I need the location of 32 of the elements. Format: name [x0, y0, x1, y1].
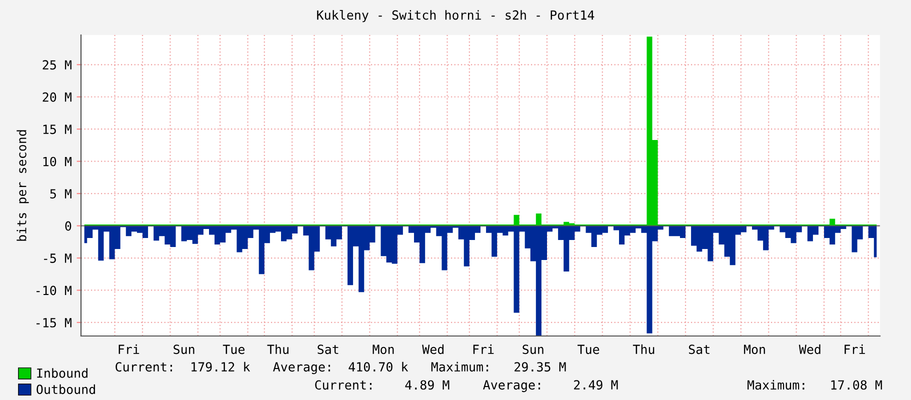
y-tick-label: 10 M	[43, 156, 72, 166]
text: Average: 2.49 M	[483, 380, 618, 392]
text: Current: 4.89 M	[315, 380, 450, 390]
legend-label: Outbound	[36, 384, 95, 394]
text: Current: 179.12 k Average: 410.70 k Maximum: 29.35 M	[116, 362, 566, 374]
x-tick-label: Mon	[372, 344, 394, 354]
legend-label: Inbound	[37, 368, 88, 378]
y-tick-label: 5 M	[50, 189, 72, 199]
y-axis-title: bits per second	[16, 130, 29, 241]
x-tick-label: Fri	[473, 344, 494, 354]
x-tick-label: Thu	[632, 344, 654, 354]
y-tick-label: -5 M	[44, 254, 72, 263]
x-tick-label: Wed	[798, 344, 820, 354]
x-tick-label: Sat	[688, 344, 710, 354]
x-tick-label: Sat	[318, 344, 338, 354]
chart-title: Kukleny - Switch horni - s2h - Port14	[317, 10, 594, 22]
x-tick-label: Fri	[844, 344, 865, 354]
x-tick-label: Sun	[174, 344, 194, 354]
x-tick-label: Wed	[422, 344, 444, 354]
x-tick-label: Sun	[522, 344, 544, 354]
x-tick-label: Tue	[578, 344, 600, 354]
text: Maximum: 17.08 M	[748, 380, 882, 390]
y-tick-label: 20 M	[42, 92, 72, 102]
y-tick-label: 15 M	[43, 124, 72, 134]
y-tick-label: 25 M	[42, 60, 72, 70]
x-tick-label: Fri	[118, 344, 140, 354]
x-tick-label: Mon	[744, 344, 765, 354]
x-tick-label: Thu	[267, 344, 288, 354]
y-tick-label: 0	[65, 221, 72, 231]
y-tick-label: -10 M	[36, 286, 72, 296]
y-tick-label: -15 M	[36, 318, 72, 328]
x-tick-label: Tue	[222, 344, 244, 354]
